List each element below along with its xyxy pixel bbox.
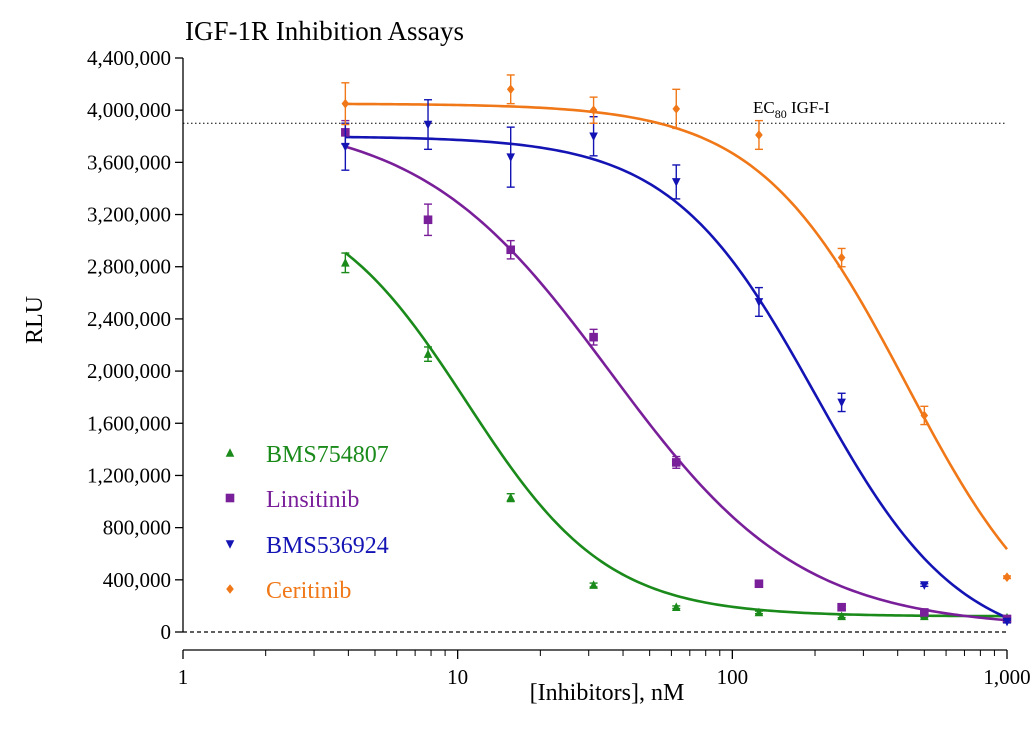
y-axis-label: RLU bbox=[22, 296, 48, 344]
x-axis-label: [Inhibitors], nM bbox=[530, 680, 685, 706]
legend-label: Ceritinib bbox=[266, 578, 351, 604]
data-point bbox=[920, 581, 929, 590]
y-tick-label: 4,400,000 bbox=[87, 46, 171, 70]
y-tick-label: 400,000 bbox=[103, 568, 171, 592]
x-tick-label: 10 bbox=[447, 665, 468, 689]
data-point bbox=[423, 349, 433, 358]
y-tick-label: 2,800,000 bbox=[87, 255, 171, 279]
data-point bbox=[754, 298, 764, 307]
y-tick-label: 800,000 bbox=[103, 516, 171, 540]
x-axis-ticks: 1 10 100 1,000 bbox=[178, 650, 1031, 689]
data-point bbox=[506, 492, 516, 502]
series-bms754807 bbox=[341, 252, 1012, 622]
data-point bbox=[671, 178, 681, 187]
data-point bbox=[1002, 617, 1012, 627]
data-point bbox=[671, 458, 681, 467]
data-point bbox=[506, 84, 515, 95]
y-tick-label: 4,000,000 bbox=[87, 98, 171, 122]
data-point bbox=[589, 105, 598, 115]
legend-marker bbox=[225, 448, 235, 457]
y-tick-label: 3,200,000 bbox=[87, 203, 171, 227]
data-point bbox=[920, 608, 929, 617]
legend-marker bbox=[225, 493, 235, 503]
data-point bbox=[589, 132, 598, 142]
x-tick-label: 1 bbox=[178, 665, 189, 689]
data-point bbox=[341, 258, 350, 267]
legend: BMS754807 Linsitinib BMS536924 Ceritinib bbox=[225, 442, 389, 604]
data-point bbox=[589, 580, 598, 589]
series-ceritinib bbox=[341, 74, 1011, 583]
data-point bbox=[837, 252, 846, 263]
data-point bbox=[671, 602, 681, 612]
legend-marker bbox=[225, 540, 235, 549]
data-point bbox=[423, 215, 433, 225]
fit-curve-bms754807 bbox=[344, 251, 1008, 618]
data-point bbox=[1003, 572, 1011, 583]
y-axis-ticks: 0 400,000 800,000 1,200,000 1,600,000 2,000,0… bbox=[87, 46, 183, 644]
fit-curve-linsitinib bbox=[344, 145, 1008, 622]
data-point bbox=[506, 153, 516, 162]
data-point bbox=[837, 611, 846, 621]
legend-label: BMS536924 bbox=[266, 533, 389, 559]
y-tick-label: 3,600,000 bbox=[87, 150, 171, 174]
x-tick-label: 100 bbox=[717, 665, 749, 689]
data-points bbox=[341, 74, 1012, 627]
y-tick-label: 2,000,000 bbox=[87, 359, 171, 383]
x-tick-label: 1,000 bbox=[983, 665, 1030, 689]
chart-title: IGF-1R Inhibition Assays bbox=[185, 16, 464, 46]
axes bbox=[182, 58, 1007, 651]
legend-label: Linsitinib bbox=[266, 487, 359, 513]
data-point bbox=[423, 120, 433, 130]
data-point bbox=[837, 398, 846, 408]
data-point bbox=[506, 245, 516, 255]
data-point bbox=[920, 410, 929, 421]
ec80-label: EC80 IGF-I bbox=[753, 98, 830, 121]
series-bms536924 bbox=[341, 99, 1012, 627]
data-point bbox=[589, 332, 598, 342]
data-point bbox=[672, 104, 681, 114]
y-tick-label: 1,600,000 bbox=[87, 411, 171, 435]
y-tick-label: 1,200,000 bbox=[87, 463, 171, 487]
y-tick-label: 0 bbox=[161, 620, 172, 644]
data-point bbox=[755, 130, 763, 140]
legend-marker bbox=[226, 584, 234, 594]
data-point bbox=[754, 607, 764, 617]
data-point bbox=[754, 579, 764, 589]
legend-label: BMS754807 bbox=[266, 442, 389, 468]
y-tick-label: 2,400,000 bbox=[87, 307, 171, 331]
data-point bbox=[341, 142, 350, 152]
data-point bbox=[341, 98, 350, 109]
data-point bbox=[837, 602, 846, 612]
fit-curve-bms536924 bbox=[345, 135, 1008, 619]
